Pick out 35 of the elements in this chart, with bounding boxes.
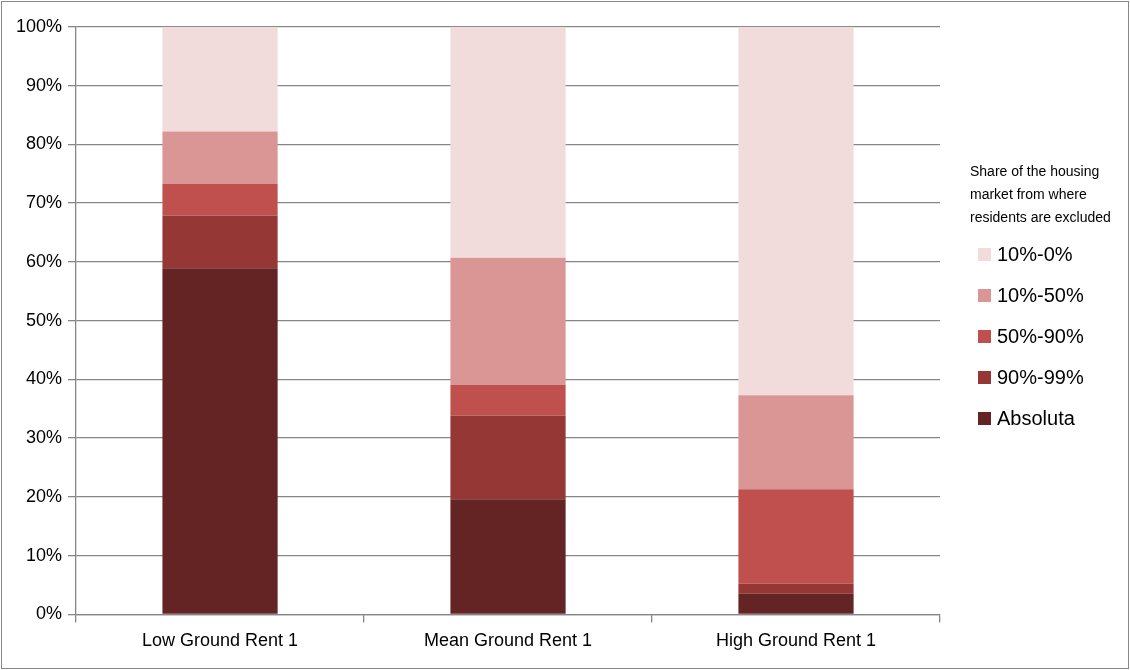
bar <box>450 26 566 258</box>
bar <box>450 415 566 500</box>
bar <box>738 583 854 594</box>
y-tick-label: 10% <box>26 544 63 565</box>
bar <box>738 489 854 584</box>
bar <box>162 268 278 614</box>
bar <box>450 257 566 385</box>
y-tick-label: 60% <box>26 250 63 271</box>
y-tick-label: 30% <box>26 427 63 448</box>
y-tick-label: 0% <box>36 603 63 624</box>
bar <box>162 131 278 184</box>
y-tick-label: 100% <box>15 15 63 36</box>
bar <box>450 384 566 416</box>
y-tick-label: 90% <box>26 74 63 95</box>
bar <box>738 395 854 490</box>
y-tick-label: 50% <box>26 309 63 330</box>
y-tick-label: 70% <box>26 192 63 213</box>
legend-title: Share of the housing market from where residents are excluded <box>970 162 1112 227</box>
y-tick-label: 80% <box>26 133 63 154</box>
bar <box>738 26 854 396</box>
x-tick-label: Low Ground Rent 1 <box>141 630 299 651</box>
x-tick-label: Mean Ground Rent 1 <box>423 630 593 651</box>
bar <box>738 593 854 614</box>
y-tick-label: 40% <box>26 368 63 389</box>
legend-label: 10%-50% <box>997 284 1084 307</box>
bar <box>162 26 278 132</box>
bar <box>450 499 566 614</box>
legend-label: 10%-0% <box>997 243 1073 266</box>
bar <box>162 183 278 216</box>
x-tick-label: High Ground Rent 1 <box>715 630 877 651</box>
legend-label: 90%-99% <box>997 366 1084 389</box>
legend-label: Absoluta <box>997 407 1075 430</box>
bar <box>162 215 278 269</box>
y-tick-label: 20% <box>26 485 63 506</box>
legend-label: 50%-90% <box>997 325 1084 348</box>
